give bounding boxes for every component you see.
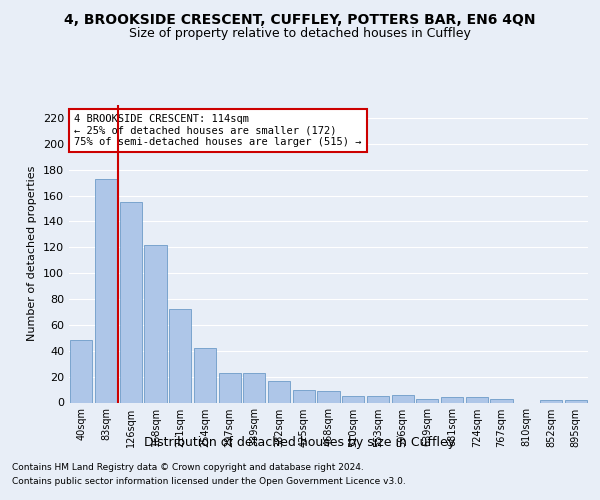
- Bar: [268, 380, 290, 402]
- Bar: [490, 398, 512, 402]
- Text: Size of property relative to detached houses in Cuffley: Size of property relative to detached ho…: [129, 28, 471, 40]
- Text: Distribution of detached houses by size in Cuffley: Distribution of detached houses by size …: [145, 436, 455, 449]
- Bar: [392, 394, 414, 402]
- Text: 4 BROOKSIDE CRESCENT: 114sqm
← 25% of detached houses are smaller (172)
75% of s: 4 BROOKSIDE CRESCENT: 114sqm ← 25% of de…: [74, 114, 362, 147]
- Bar: [194, 348, 216, 403]
- Bar: [540, 400, 562, 402]
- Bar: [293, 390, 315, 402]
- Bar: [218, 373, 241, 402]
- Bar: [565, 400, 587, 402]
- Bar: [367, 396, 389, 402]
- Bar: [342, 396, 364, 402]
- Text: Contains HM Land Registry data © Crown copyright and database right 2024.: Contains HM Land Registry data © Crown c…: [12, 464, 364, 472]
- Bar: [466, 398, 488, 402]
- Bar: [119, 202, 142, 402]
- Y-axis label: Number of detached properties: Number of detached properties: [28, 166, 37, 342]
- Bar: [145, 244, 167, 402]
- Bar: [317, 391, 340, 402]
- Bar: [70, 340, 92, 402]
- Bar: [416, 398, 439, 402]
- Text: 4, BROOKSIDE CRESCENT, CUFFLEY, POTTERS BAR, EN6 4QN: 4, BROOKSIDE CRESCENT, CUFFLEY, POTTERS …: [64, 12, 536, 26]
- Text: Contains public sector information licensed under the Open Government Licence v3: Contains public sector information licen…: [12, 477, 406, 486]
- Bar: [169, 310, 191, 402]
- Bar: [441, 398, 463, 402]
- Bar: [243, 373, 265, 402]
- Bar: [95, 178, 117, 402]
